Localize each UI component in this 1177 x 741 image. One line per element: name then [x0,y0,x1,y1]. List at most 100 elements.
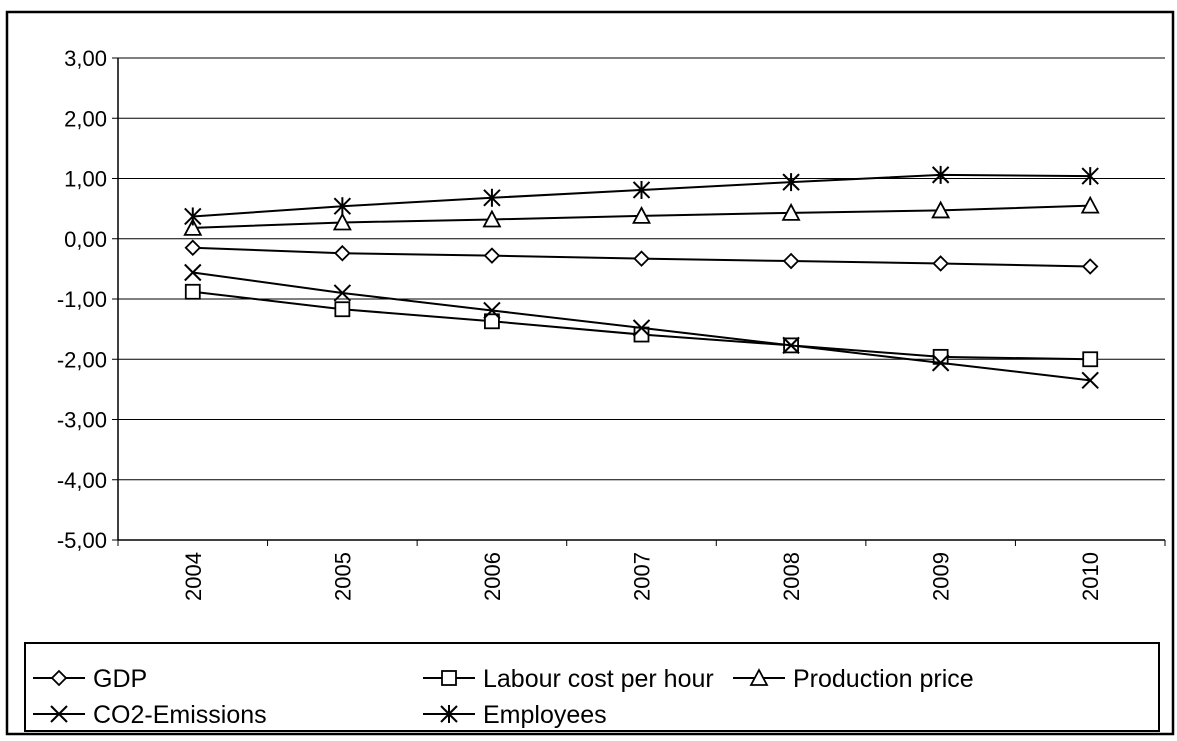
diamond-marker [334,244,351,262]
data-point-labour-cost-per-hour [484,313,500,330]
legend-box [24,642,1160,732]
y-tick-label: -4,00 [57,468,107,493]
star-marker [333,197,352,216]
legend: GDP Labour cost per hour Production price C… [24,642,1160,732]
y-tick-label: 3,00 [64,46,107,71]
data-point-employees [632,180,651,199]
x-marker [632,319,651,337]
series-gdp [184,239,1099,275]
x-tick-label: 2005 [330,552,355,601]
triangle-marker [332,212,352,231]
star-marker [931,165,950,184]
x-marker-stroke [632,319,651,337]
data-point-labour-cost-per-hour [1082,351,1099,368]
x-marker-stroke [782,336,800,355]
square-marker [633,326,650,343]
legend-label: Labour cost per hour [483,665,714,693]
triangle-marker [931,200,951,219]
data-point-gdp [483,247,501,264]
star-marker [782,173,800,192]
data-point-employees [931,165,950,184]
diamond-marker [184,239,202,257]
data-point-gdp [932,255,949,272]
data-point-co2-emissions [632,319,651,337]
x-tick-label: 2007 [630,552,655,601]
triangle-marker [632,205,651,224]
x-marker [333,284,352,302]
y-tick-label: 1,00 [64,167,107,192]
x-tick-label: 2008 [779,552,804,601]
y-tick-label: -2,00 [57,347,107,372]
x-tick-label: 2006 [480,552,505,601]
data-point-employees [333,197,352,216]
diamond-marker [782,252,800,270]
y-tick-label: 2,00 [64,106,107,131]
x-tick-label: 2010 [1078,552,1103,601]
legend-item-gdp: GDP [33,665,147,693]
y-tick-label: -5,00 [57,528,107,553]
legend-label: Production price [793,665,974,693]
x-marker [483,301,501,320]
series-production-price [183,195,1100,236]
data-point-production-price [332,212,352,231]
diamond-marker [633,250,650,267]
data-point-employees [184,207,202,226]
square-marker [334,301,351,318]
data-point-co2-emissions [782,336,800,355]
series-group [183,165,1100,390]
x-marker [931,354,950,372]
legend-item-employees: Employees [423,701,607,729]
data-point-production-price [632,205,651,224]
x-marker [1081,371,1099,390]
star-marker [632,180,651,199]
star-marker [440,705,458,723]
star-marker [1081,167,1099,186]
y-tick-label: 0,00 [64,227,107,252]
x-marker-stroke [931,354,950,372]
data-point-labour-cost-per-hour [334,301,351,318]
diamond-marker [1081,258,1099,275]
diamond-marker [483,247,501,264]
data-point-gdp [782,252,800,270]
axes: 3,00 2,00 1,00 0,00 -1,00 -2,00 -3,00 -4,00 -5,0… [57,46,1166,601]
gridlines [118,57,1165,481]
x-marker-stroke [184,263,202,282]
x-marker [782,336,800,355]
square-marker [1082,351,1099,368]
legend-item-co2-emissions: CO2-Emissions [33,701,267,729]
triangle-marker [1080,195,1100,214]
data-point-gdp [633,250,650,267]
x-marker-stroke [50,705,68,723]
data-point-co2-emissions [1081,371,1099,390]
x-tick-label: 2004 [181,552,206,601]
triangle-marker [781,202,801,221]
star-marker [483,188,501,207]
data-point-employees [1081,167,1099,186]
x-marker [50,705,68,723]
series-co2-emissions [184,263,1099,390]
triangle-marker [482,209,502,228]
data-point-production-price [183,217,203,236]
data-point-production-price [781,202,801,221]
series-employees [184,165,1099,226]
legend-item-production-price: Production price [733,665,974,693]
data-point-gdp [334,244,351,262]
square-marker [441,670,457,686]
legend-item-labour-cost-per-hour: Labour cost per hour [423,665,714,693]
x-marker [184,263,202,282]
data-point-co2-emissions [931,354,950,372]
x-tick-label: 2009 [929,552,954,601]
data-point-co2-emissions [483,301,501,320]
chart-border [5,10,1175,736]
legend-label: GDP [93,665,147,693]
x-marker-stroke [483,301,501,320]
x-marker-stroke [1081,371,1099,390]
data-point-production-price [1080,195,1100,214]
data-point-employees [782,173,800,192]
data-point-co2-emissions [184,263,202,282]
legend-label: CO2-Emissions [93,701,267,729]
y-tick-label: -3,00 [57,408,107,433]
data-point-production-price [931,200,951,219]
